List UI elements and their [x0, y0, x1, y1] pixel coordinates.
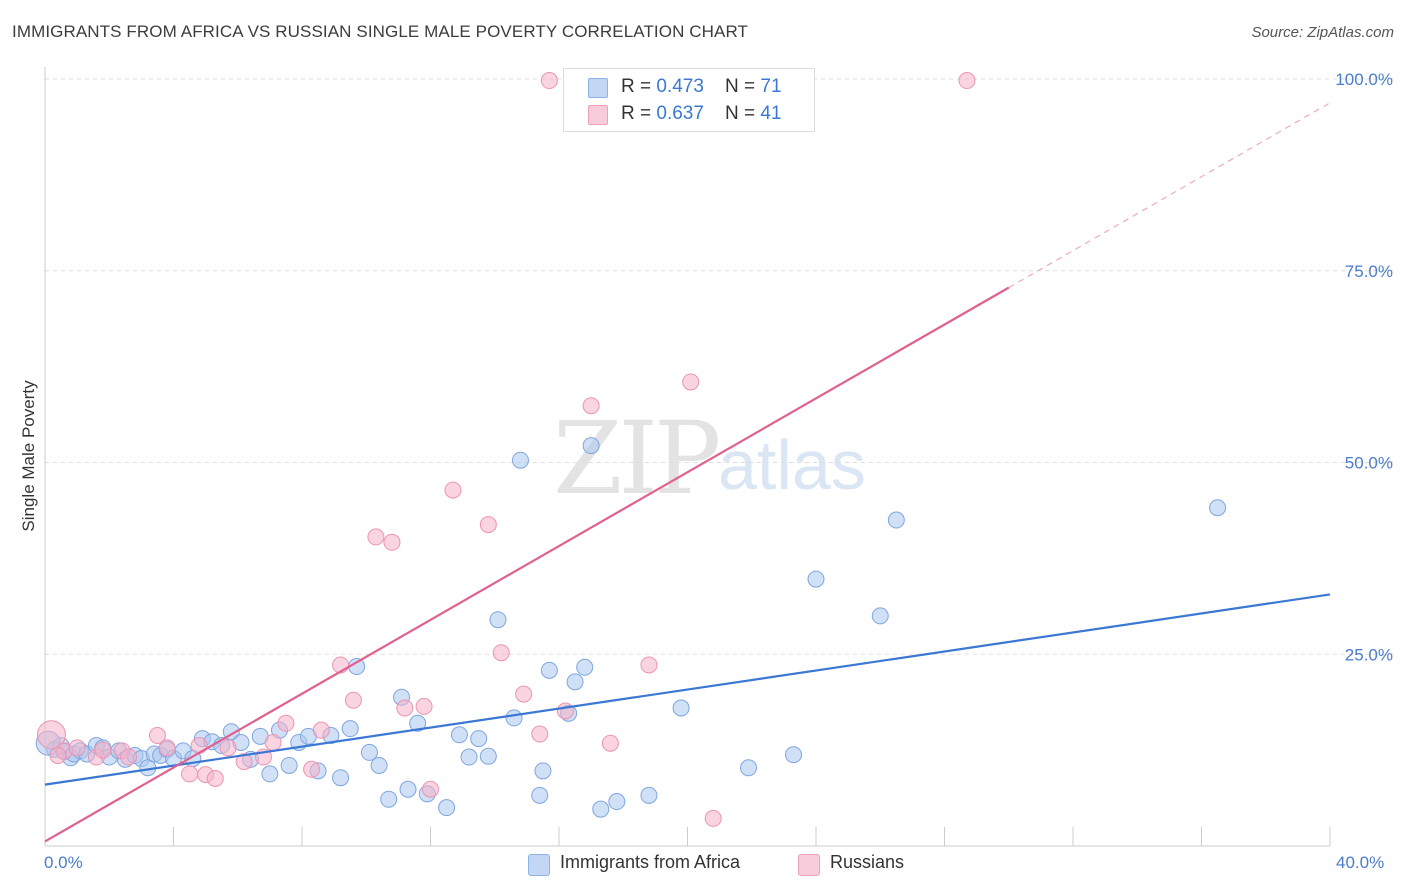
- russians-point-28: [492, 644, 510, 662]
- africa-point-28: [261, 765, 279, 783]
- russians-point-20: [344, 691, 362, 709]
- russians-point-6: [148, 727, 166, 745]
- africa-point-48: [470, 730, 488, 748]
- source-label: Source: ZipAtlas.com: [1251, 24, 1394, 41]
- russians-point-22: [383, 533, 401, 551]
- africa-point-39: [370, 756, 388, 774]
- russians-point-15: [264, 733, 282, 751]
- russians-point-26: [444, 481, 462, 499]
- x-tick-min: 0.0%: [44, 853, 83, 872]
- russians-point-30: [531, 725, 549, 743]
- watermark-zip: ZIP: [553, 400, 721, 517]
- russians-point-31: [540, 72, 558, 90]
- watermark-atlas: atlas: [718, 426, 866, 504]
- legend-stats-africa: R = 0.473 N = 71: [621, 76, 782, 97]
- russians-point-38: [958, 72, 976, 90]
- africa-point-63: [672, 699, 690, 717]
- x-tick-max: 40.0%: [1336, 853, 1385, 872]
- russians-point-37: [704, 809, 722, 827]
- africa-point-57: [566, 673, 584, 691]
- russians-point-13: [235, 753, 253, 771]
- bottom-legend-swatch-pink: [798, 854, 820, 876]
- russians-point-0: [36, 720, 66, 750]
- africa-point-35: [332, 769, 350, 787]
- legend-swatch-blue: [588, 78, 608, 98]
- russians-trend-line: [44, 286, 1010, 843]
- africa-point-58: [576, 658, 594, 676]
- africa-point-55: [540, 661, 558, 679]
- africa-point-36: [341, 720, 359, 738]
- russians-point-11: [206, 770, 224, 788]
- russians-point-33: [582, 397, 600, 415]
- africa-point-38: [360, 743, 378, 761]
- y-tick-label-3: 100.0%: [1335, 70, 1393, 89]
- africa-point-51: [505, 709, 523, 727]
- russians-trend-extension: [1008, 102, 1331, 289]
- africa-point-68: [887, 511, 905, 529]
- russians-point-39: [49, 746, 67, 764]
- y-tick-label-1: 50.0%: [1345, 454, 1393, 473]
- africa-point-64: [740, 759, 758, 777]
- africa-trend-line: [44, 593, 1331, 786]
- africa-point-47: [460, 748, 478, 766]
- russians-point-25: [422, 780, 439, 798]
- africa-point-54: [534, 762, 552, 780]
- russians-point-18: [312, 721, 330, 739]
- africa-point-67: [871, 607, 889, 625]
- africa-point-40: [380, 790, 398, 808]
- africa-point-53: [531, 786, 549, 804]
- bottom-legend-swatch-blue: [528, 854, 550, 876]
- russians-point-7: [158, 739, 176, 757]
- africa-point-45: [438, 799, 456, 817]
- africa-point-49: [479, 747, 497, 765]
- russians-point-27: [479, 516, 497, 534]
- chart-title: IMMIGRANTS FROM AFRICA VS RUSSIAN SINGLE…: [12, 22, 749, 41]
- africa-point-52: [511, 451, 529, 469]
- russians-point-9: [190, 737, 208, 755]
- legend-swatch-pink: [588, 105, 608, 125]
- africa-point-62: [640, 786, 658, 804]
- africa-point-30: [280, 756, 298, 774]
- y-tick-label-2: 75.0%: [1345, 262, 1393, 281]
- russians-point-24: [415, 697, 433, 715]
- russians-point-32: [556, 702, 574, 720]
- russians-point-35: [640, 656, 658, 674]
- russians-point-21: [367, 528, 385, 546]
- africa-point-66: [807, 570, 825, 588]
- russians-point-34: [601, 734, 619, 752]
- bottom-legend-label-russians: Russians: [830, 852, 905, 872]
- russians-point-40: [94, 741, 112, 759]
- africa-point-50: [489, 611, 507, 629]
- africa-point-43: [409, 714, 427, 732]
- africa-point-59: [582, 437, 600, 455]
- africa-point-46: [450, 726, 468, 744]
- russians-point-12: [219, 739, 237, 757]
- y-tick-label-0: 25.0%: [1345, 645, 1393, 664]
- y-axis-label: Single Male Poverty: [19, 380, 38, 532]
- russians-point-23: [396, 699, 414, 717]
- legend-stats-russians: R = 0.637 N = 41: [621, 103, 782, 124]
- africa-point-42: [399, 780, 417, 798]
- russians-point-29: [515, 685, 533, 703]
- africa-point-61: [608, 793, 626, 811]
- russians-point-36: [682, 373, 700, 391]
- africa-point-60: [592, 800, 610, 818]
- russians-point-5: [120, 748, 138, 766]
- correlation-legend: R = 0.473 N = 71 R = 0.637 N = 41: [563, 68, 815, 132]
- bottom-legend-label-africa: Immigrants from Africa: [560, 852, 741, 872]
- russians-point-8: [181, 765, 199, 783]
- russians-point-2: [68, 739, 86, 757]
- africa-point-65: [785, 746, 803, 764]
- russians-point-17: [303, 760, 321, 778]
- russians-point-16: [277, 714, 295, 732]
- africa-point-69: [1209, 499, 1227, 517]
